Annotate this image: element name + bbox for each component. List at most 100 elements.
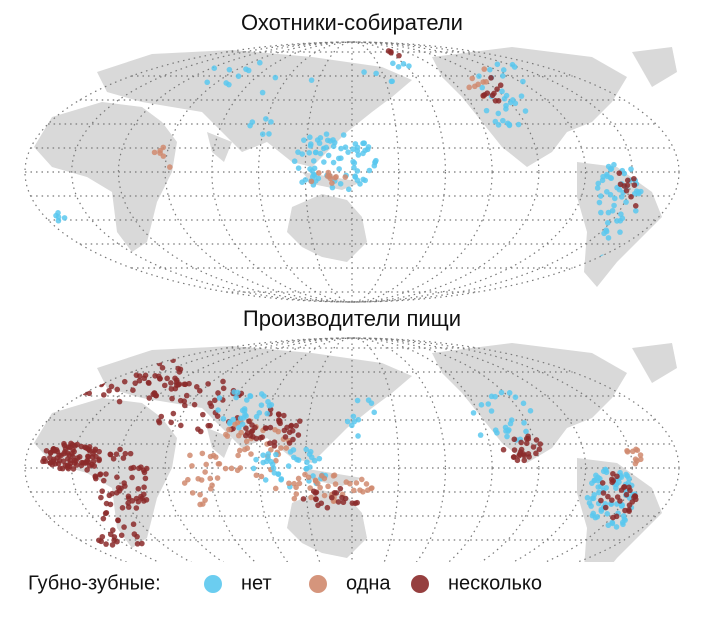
- legend-swatch: [309, 575, 327, 593]
- language-point: [109, 490, 115, 497]
- language-point: [584, 494, 591, 501]
- language-point: [291, 480, 297, 487]
- language-point: [494, 86, 500, 92]
- language-point: [527, 408, 534, 414]
- language-point: [119, 505, 126, 511]
- language-point: [511, 436, 518, 443]
- language-point: [141, 484, 147, 491]
- language-point: [608, 175, 614, 182]
- language-point: [141, 375, 148, 382]
- language-point: [134, 541, 141, 547]
- language-point: [47, 454, 53, 461]
- language-point: [146, 395, 153, 401]
- language-point: [139, 540, 145, 547]
- language-point: [117, 446, 123, 453]
- language-point: [106, 387, 112, 394]
- language-point: [521, 420, 527, 426]
- language-point: [488, 408, 495, 414]
- language-point: [522, 108, 529, 114]
- language-point: [351, 418, 358, 425]
- language-point: [68, 440, 74, 447]
- language-point: [226, 81, 232, 88]
- language-point: [354, 144, 361, 151]
- language-point: [308, 178, 315, 185]
- language-point: [90, 458, 97, 465]
- language-point: [222, 465, 229, 472]
- language-point: [61, 215, 68, 221]
- language-point: [199, 450, 206, 457]
- language-point: [345, 186, 352, 193]
- language-point: [320, 145, 327, 152]
- language-point: [291, 158, 298, 165]
- world-map: [24, 337, 680, 599]
- language-point: [373, 70, 379, 77]
- language-point: [289, 427, 296, 434]
- language-point: [266, 131, 272, 137]
- language-point: [157, 375, 163, 382]
- language-point: [233, 394, 239, 401]
- language-point: [241, 407, 248, 414]
- language-point: [260, 452, 266, 458]
- language-point: [354, 499, 360, 506]
- language-point: [268, 447, 274, 453]
- language-point: [216, 395, 223, 401]
- language-point: [369, 485, 375, 491]
- language-point: [309, 168, 315, 174]
- language-point: [40, 458, 46, 465]
- language-point: [215, 407, 221, 413]
- language-point: [536, 446, 543, 453]
- language-point: [121, 524, 127, 530]
- language-point: [466, 84, 473, 91]
- language-point: [271, 443, 278, 449]
- language-point: [61, 440, 67, 447]
- language-point: [290, 447, 297, 453]
- language-point: [98, 538, 104, 545]
- language-point: [499, 88, 505, 95]
- language-point: [350, 413, 357, 420]
- language-point: [132, 380, 139, 386]
- language-point: [317, 135, 324, 141]
- language-point: [589, 495, 595, 502]
- language-point: [302, 471, 308, 478]
- language-point: [69, 450, 75, 457]
- language-point: [335, 499, 342, 505]
- language-point: [501, 95, 508, 102]
- language-point: [124, 347, 131, 354]
- language-point: [611, 195, 618, 202]
- language-point: [143, 497, 150, 503]
- language-point: [257, 435, 264, 441]
- language-point: [518, 93, 525, 99]
- language-point: [530, 444, 537, 450]
- language-point: [388, 48, 394, 55]
- language-point: [82, 444, 88, 450]
- world-map: [24, 41, 680, 303]
- language-point: [226, 426, 232, 433]
- language-point: [65, 456, 71, 462]
- language-point: [371, 162, 378, 169]
- language-point: [330, 473, 337, 479]
- language-point: [56, 457, 63, 464]
- language-point: [406, 63, 412, 69]
- language-point: [84, 367, 91, 373]
- language-point: [296, 480, 303, 487]
- language-point: [630, 448, 636, 455]
- legend-swatch: [204, 575, 222, 593]
- language-point: [131, 531, 138, 537]
- language-point: [194, 384, 200, 390]
- language-point: [273, 451, 279, 458]
- language-point: [295, 432, 302, 438]
- language-point: [335, 155, 342, 162]
- language-point: [129, 474, 135, 481]
- language-point: [317, 150, 324, 157]
- language-point: [91, 463, 98, 469]
- language-point: [244, 430, 251, 436]
- language-point: [250, 465, 257, 472]
- language-point: [181, 381, 188, 388]
- language-point: [329, 494, 335, 501]
- language-point: [603, 484, 609, 491]
- language-point: [617, 181, 624, 188]
- language-point: [611, 161, 617, 168]
- language-point: [113, 451, 120, 457]
- language-point: [76, 454, 83, 460]
